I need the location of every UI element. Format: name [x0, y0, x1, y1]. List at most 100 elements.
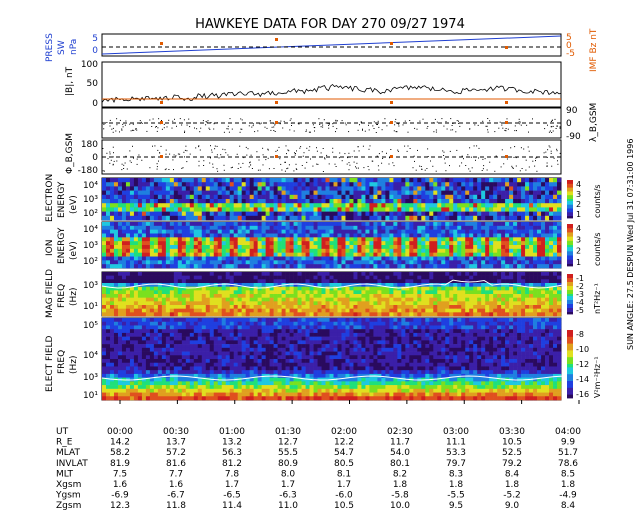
heatmap-cell: [161, 275, 167, 280]
heatmap-cell: [489, 207, 494, 212]
heatmap-cell: [421, 186, 426, 191]
heatmap-cell: [325, 308, 330, 313]
heatmap-cell: [193, 396, 199, 401]
heatmap-cell: [109, 225, 115, 230]
heatmap-cell: [329, 229, 334, 234]
heatmap-cell: [289, 229, 294, 234]
heatmap-cell: [513, 207, 518, 212]
heatmap-cell: [557, 233, 562, 238]
heatmap-cell: [189, 178, 195, 183]
heatmap-cell: [241, 203, 246, 208]
heatmap-cell: [109, 290, 115, 295]
heatmap-cell: [549, 252, 554, 257]
heatmap-cell: [185, 182, 191, 187]
heatmap-cell: [233, 286, 238, 291]
heatmap-cell: [185, 237, 191, 242]
heatmap-cell: [269, 272, 274, 276]
heatmap-cell: [181, 275, 187, 280]
heatmap-cell: [545, 279, 550, 284]
heatmap-cell: [449, 272, 454, 276]
heatmap-cell: [301, 312, 306, 317]
heatmap-cell: [185, 186, 191, 191]
heatmap-cell: [113, 279, 119, 284]
heatmap-cell: [353, 199, 358, 204]
heatmap-cell: [513, 301, 518, 306]
heatmap-cell: [121, 373, 127, 378]
heatmap-cell: [365, 275, 370, 280]
heatmap-cell: [253, 329, 258, 334]
heatmap-cell: [341, 194, 346, 200]
heatmap-cell: [389, 256, 394, 261]
heatmap-cell: [217, 308, 223, 313]
heatmap-cell: [201, 312, 207, 317]
heatmap-cell: [197, 359, 203, 364]
heatmap-cell: [329, 283, 334, 287]
heatmap-cell: [433, 237, 438, 242]
heatmap-cell: [473, 190, 478, 196]
heatmap-cell: [513, 215, 518, 221]
heatmap-cell: [269, 248, 274, 253]
heatmap-cell: [517, 237, 522, 242]
heatmap-cell: [553, 248, 558, 253]
heatmap-cell: [185, 190, 191, 196]
heatmap-cell: [269, 294, 274, 298]
heatmap-cell: [325, 290, 330, 295]
heatmap-cell: [341, 256, 346, 261]
heatmap-cell: [453, 286, 458, 291]
heatmap-cell: [453, 190, 458, 196]
heatmap-cell: [105, 290, 111, 295]
heatmap-cell: [113, 347, 119, 352]
heatmap-cell: [297, 256, 302, 261]
heatmap-cell: [509, 248, 514, 253]
heatmap-cell: [301, 279, 306, 284]
heatmap-cell: [285, 332, 290, 337]
heatmap-cell: [141, 182, 147, 187]
heatmap-cell: [517, 279, 522, 284]
heatmap-cell: [485, 211, 490, 217]
heatmap-cell: [529, 264, 534, 269]
heatmap-cell: [121, 340, 127, 345]
heatmap-cell: [321, 308, 326, 313]
heatmap-cell: [381, 233, 386, 238]
heatmap-cell: [285, 321, 290, 326]
heatmap-cell: [241, 272, 246, 276]
heatmap-cell: [329, 207, 334, 212]
heatmap-cell: [353, 290, 358, 295]
heatmap-cell: [173, 199, 179, 204]
heatmap-cell: [361, 194, 366, 200]
heatmap-cell: [417, 199, 422, 204]
heatmap-cell: [133, 286, 139, 291]
heatmap-cell: [113, 351, 119, 356]
heatmap-cell: [245, 321, 250, 326]
heatmap-cell: [421, 233, 426, 238]
heatmap-cell: [469, 248, 474, 253]
heatmap-cell: [189, 211, 195, 217]
heatmap-cell: [333, 297, 338, 302]
heatmap-cell: [293, 290, 298, 295]
heatmap-cell: [477, 297, 482, 302]
heatmap-cell: [169, 241, 175, 246]
heatmap-cell: [429, 286, 434, 291]
heatmap-cell: [245, 344, 250, 349]
heatmap-cell: [261, 248, 266, 253]
heatmap-cell: [377, 245, 382, 250]
heatmap-cell: [193, 215, 199, 221]
heatmap-cell: [505, 178, 510, 183]
heatmap-cell: [377, 286, 382, 291]
heatmap-cell: [289, 203, 294, 208]
heatmap-cell: [237, 178, 242, 183]
heatmap-cell: [125, 190, 131, 196]
heatmap-cell: [329, 241, 334, 246]
heatmap-cell: [225, 362, 231, 367]
heatmap-cell: [137, 233, 143, 238]
heatmap-cell: [249, 344, 254, 349]
heatmap-cell: [509, 194, 514, 200]
heatmap-cell: [265, 215, 270, 221]
heatmap-cell: [105, 305, 111, 309]
heatmap-cell: [517, 241, 522, 246]
heatmap-cell: [285, 199, 290, 204]
heatmap-cell: [102, 297, 107, 302]
heatmap-cell: [137, 396, 143, 401]
heatmap-cell: [189, 190, 195, 196]
heatmap-cell: [137, 325, 143, 330]
